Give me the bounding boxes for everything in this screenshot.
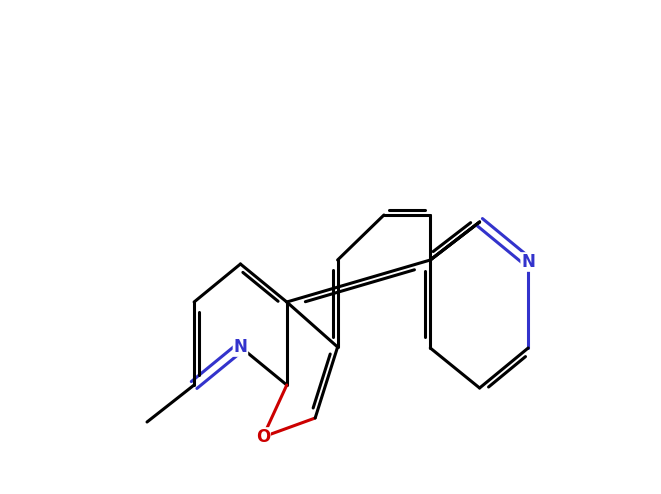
Text: O: O — [256, 428, 270, 446]
Text: N: N — [233, 338, 247, 356]
Text: N: N — [522, 253, 535, 271]
